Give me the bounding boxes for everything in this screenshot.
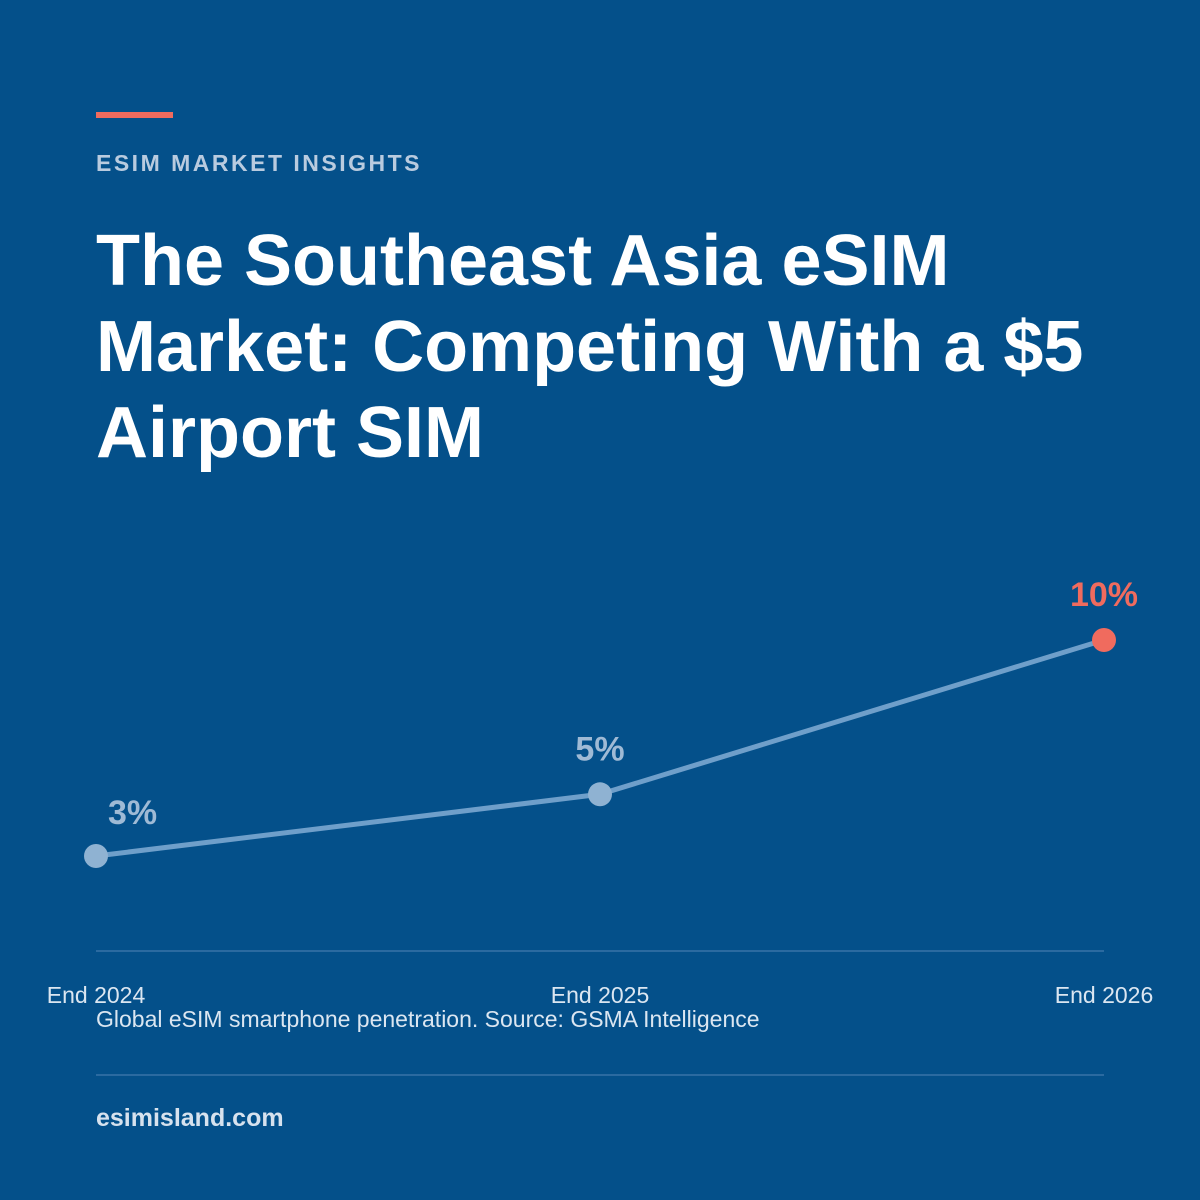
- page-title: The Southeast Asia eSIM Market: Competin…: [96, 221, 1084, 473]
- data-point: [1092, 628, 1116, 652]
- x-tick-labels: End 2024 End 2025 End 2026: [47, 982, 1153, 1008]
- footer-divider: [96, 1074, 1104, 1076]
- site-url[interactable]: esimisland.com: [96, 1104, 284, 1132]
- chart-caption: Global eSIM smartphone penetration. Sour…: [96, 1006, 760, 1032]
- eyebrow-label: ESIM MARKET INSIGHTS: [96, 150, 423, 176]
- data-label: 5%: [575, 730, 624, 768]
- x-tick-label: End 2026: [1055, 982, 1153, 1008]
- data-label: 10%: [1070, 576, 1138, 614]
- data-points: [84, 628, 1116, 868]
- data-label: 3%: [108, 794, 157, 832]
- x-tick-label: End 2025: [551, 982, 649, 1008]
- accent-bar: [96, 112, 173, 118]
- data-labels: 3% 5% 10%: [108, 576, 1138, 832]
- data-point: [84, 844, 108, 868]
- x-tick-label: End 2024: [47, 982, 146, 1008]
- data-point: [588, 782, 612, 807]
